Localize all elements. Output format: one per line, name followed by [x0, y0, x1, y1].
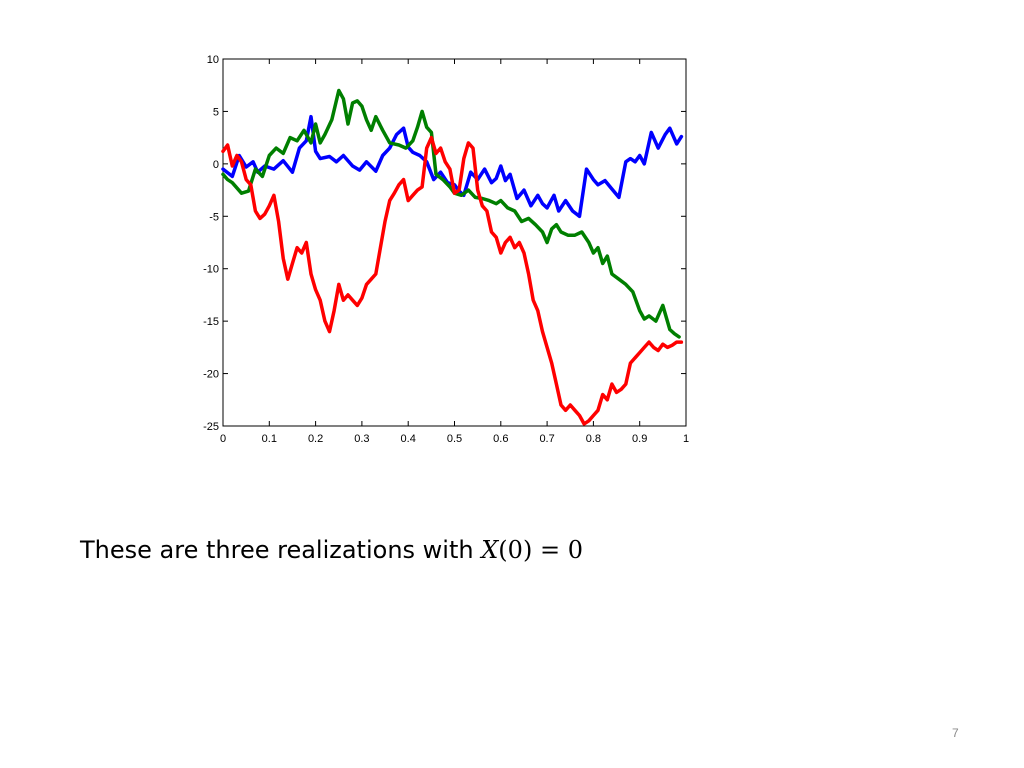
- math-argument: 0: [507, 536, 523, 564]
- math-rhs: 0: [567, 536, 583, 564]
- x-tick-label: 0.6: [493, 433, 508, 445]
- math-equals: =: [532, 536, 568, 564]
- line-chart: 0 0.1 0.2 0.3 0.4 0.5 0.6 0.7 0.8 0.9 1 10 5 0 -5 -10 -1…: [203, 54, 689, 445]
- plot-area-frame: [222, 58, 687, 427]
- y-tick-label: -15: [203, 316, 219, 328]
- y-tick-label: 10: [207, 54, 219, 66]
- series-line-1: [221, 114, 684, 219]
- math-close-paren: ): [522, 536, 533, 564]
- x-tick-label: 0: [220, 433, 226, 445]
- x-tick-label: 0.9: [632, 433, 647, 445]
- series-line-2: [221, 88, 681, 339]
- math-variable: X: [481, 536, 499, 564]
- slide-caption: These are three realizations with X(0) =…: [80, 536, 583, 564]
- y-tick-label: 0: [213, 159, 219, 171]
- x-tick-label: 0.3: [354, 433, 369, 445]
- x-tick-label: 0.8: [586, 433, 601, 445]
- y-tick-label: -5: [209, 211, 219, 223]
- page-number: 7: [952, 726, 959, 740]
- y-tick-label: -10: [203, 264, 219, 276]
- y-tick-label: 5: [213, 106, 219, 118]
- series-layer: [221, 88, 684, 426]
- math-open-paren: (: [498, 536, 508, 564]
- x-tick-label: 0.2: [308, 433, 323, 445]
- x-tick-label: 0.7: [539, 433, 554, 445]
- y-tick-label: -25: [203, 421, 219, 433]
- caption-math: X(0) = 0: [481, 536, 583, 564]
- y-tick-label: -20: [203, 369, 219, 381]
- ticks-layer: 0 0.1 0.2 0.3 0.4 0.5 0.6 0.7 0.8 0.9 1 10 5 0 -5 -10 -1…: [203, 54, 689, 445]
- caption-text: These are three realizations with: [80, 536, 482, 564]
- x-tick-label: 1: [683, 433, 689, 445]
- x-tick-label: 0.1: [262, 433, 277, 445]
- x-tick-label: 0.4: [401, 433, 416, 445]
- series-line-3: [221, 135, 684, 426]
- x-tick-label: 0.5: [447, 433, 462, 445]
